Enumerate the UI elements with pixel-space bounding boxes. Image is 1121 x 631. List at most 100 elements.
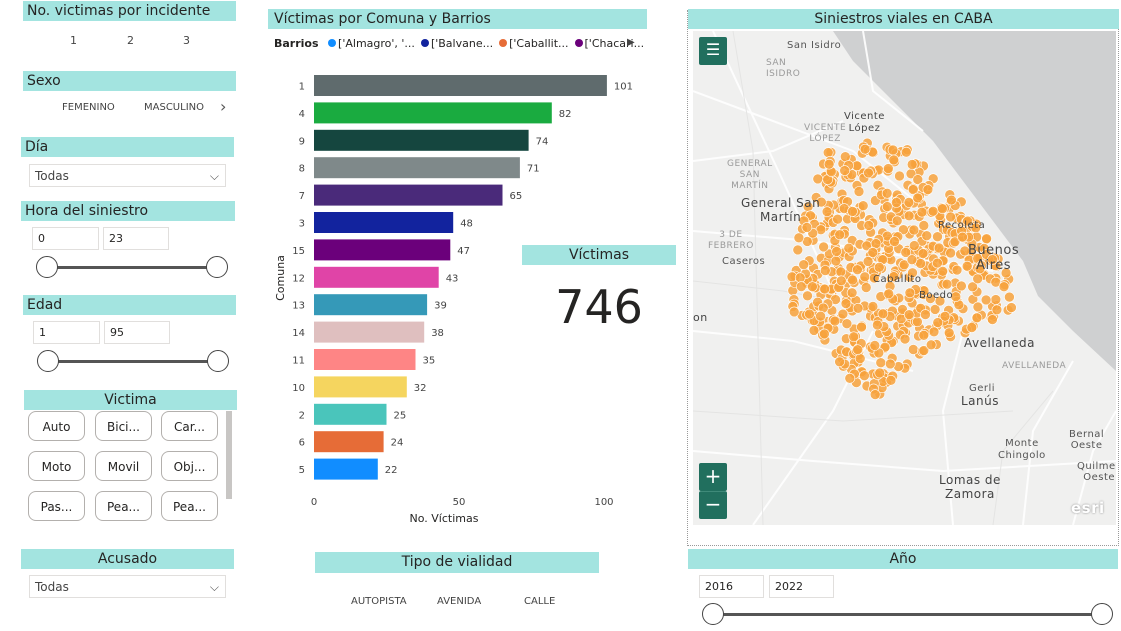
map-point[interactable] xyxy=(794,272,806,283)
victims-option-3[interactable]: 3 xyxy=(183,34,190,47)
map-point[interactable] xyxy=(877,308,889,320)
map-point[interactable] xyxy=(852,302,864,314)
bar[interactable] xyxy=(314,376,407,398)
acusado-dropdown[interactable]: Todas ⌵ xyxy=(29,575,226,598)
vialidad-option-calle[interactable]: CALLE xyxy=(524,596,556,607)
map-point[interactable] xyxy=(847,206,858,217)
map-point[interactable] xyxy=(883,288,894,300)
victims-option-1[interactable]: 1 xyxy=(70,34,77,47)
victima-button-car[interactable]: Car... xyxy=(161,411,218,441)
hora-max-input[interactable]: 23 xyxy=(103,227,169,250)
map-point[interactable] xyxy=(961,260,973,272)
victima-button-pea-2[interactable]: Pea... xyxy=(161,491,218,521)
hora-slider-track[interactable] xyxy=(47,266,217,269)
bar[interactable] xyxy=(314,239,451,261)
map-point[interactable] xyxy=(837,308,849,320)
map-point[interactable] xyxy=(888,154,900,166)
map-point[interactable] xyxy=(882,201,893,212)
map-point[interactable] xyxy=(891,197,902,208)
map-point[interactable] xyxy=(925,339,937,351)
map-point[interactable] xyxy=(916,206,928,218)
map-point[interactable] xyxy=(802,290,813,302)
map-point[interactable] xyxy=(943,327,955,339)
map-point[interactable] xyxy=(950,291,962,303)
map-point[interactable] xyxy=(927,206,939,217)
map-point[interactable] xyxy=(875,357,887,369)
map-point[interactable] xyxy=(831,246,842,257)
bar[interactable] xyxy=(314,184,503,206)
map-point[interactable] xyxy=(821,206,833,217)
map-point[interactable] xyxy=(906,254,918,265)
map-point[interactable] xyxy=(957,231,968,243)
map-point[interactable] xyxy=(788,306,800,318)
map-point[interactable] xyxy=(823,158,835,170)
map-point[interactable] xyxy=(867,247,879,258)
menu-icon[interactable]: ☰ xyxy=(699,37,727,65)
bar[interactable] xyxy=(314,403,387,425)
map-point[interactable] xyxy=(922,184,934,195)
map-point[interactable] xyxy=(908,224,920,236)
map-point[interactable] xyxy=(932,317,944,328)
map-point[interactable] xyxy=(937,266,948,277)
map-point[interactable] xyxy=(867,301,879,312)
map-point[interactable] xyxy=(885,358,896,370)
bar[interactable] xyxy=(314,212,454,233)
victima-button-bici[interactable]: Bici... xyxy=(95,411,152,441)
bar[interactable] xyxy=(314,458,378,480)
bar[interactable] xyxy=(314,75,607,96)
map-point[interactable] xyxy=(1004,291,1015,303)
bar[interactable] xyxy=(314,266,439,288)
map-point[interactable] xyxy=(909,240,920,251)
map-point[interactable] xyxy=(883,163,894,174)
map-point[interactable] xyxy=(796,281,807,292)
map-point[interactable] xyxy=(998,281,1010,292)
map-point[interactable] xyxy=(928,326,940,338)
map-point[interactable] xyxy=(885,374,897,386)
map-point[interactable] xyxy=(807,281,818,292)
map-point[interactable] xyxy=(1006,302,1017,313)
victima-button-obj[interactable]: Obj... xyxy=(161,451,218,481)
map-point[interactable] xyxy=(874,262,885,273)
map-point[interactable] xyxy=(932,231,943,242)
map-point[interactable] xyxy=(846,287,858,299)
map-point[interactable] xyxy=(859,271,871,283)
hora-min-input[interactable]: 0 xyxy=(32,227,99,250)
map-point[interactable] xyxy=(990,294,1002,305)
map-point[interactable] xyxy=(900,247,912,258)
map-point[interactable] xyxy=(939,310,951,322)
map-point[interactable] xyxy=(912,192,923,204)
victima-button-pas[interactable]: Pas... xyxy=(28,491,85,521)
map-point[interactable] xyxy=(907,184,919,195)
anio-min-input[interactable]: 2016 xyxy=(699,575,764,598)
map-point[interactable] xyxy=(869,272,880,284)
map-point[interactable] xyxy=(830,255,842,267)
map-point[interactable] xyxy=(852,264,863,275)
map-point[interactable] xyxy=(793,232,805,244)
map-point[interactable] xyxy=(972,301,984,313)
map-point[interactable] xyxy=(967,281,978,293)
map-point[interactable] xyxy=(854,353,866,364)
map-point[interactable] xyxy=(903,210,915,222)
sexo-option-masculino[interactable]: MASCULINO xyxy=(144,102,204,113)
edad-slider-max-handle[interactable] xyxy=(207,350,229,372)
map-point[interactable] xyxy=(808,325,820,336)
map-point[interactable] xyxy=(829,315,841,327)
legend-next-arrow-icon[interactable]: ▶ xyxy=(627,37,635,48)
map-point[interactable] xyxy=(891,215,903,227)
map-point[interactable] xyxy=(869,389,881,400)
legend-entry[interactable]: ['Chacari... xyxy=(574,37,644,50)
chevron-right-icon[interactable]: › xyxy=(220,97,227,116)
map-point[interactable] xyxy=(987,254,998,265)
edad-slider-track[interactable] xyxy=(48,360,218,363)
bar[interactable] xyxy=(314,129,529,151)
hora-slider-max-handle[interactable] xyxy=(206,256,228,278)
bar[interactable] xyxy=(314,431,384,453)
victima-button-auto[interactable]: Auto xyxy=(28,411,85,441)
bar[interactable] xyxy=(314,349,416,370)
map-point[interactable] xyxy=(903,197,915,208)
map-point[interactable] xyxy=(834,229,845,240)
map-point[interactable] xyxy=(987,314,998,325)
map-point[interactable] xyxy=(859,143,871,155)
map-point[interactable] xyxy=(887,144,899,156)
vialidad-option-autopista[interactable]: AUTOPISTA xyxy=(351,596,407,607)
